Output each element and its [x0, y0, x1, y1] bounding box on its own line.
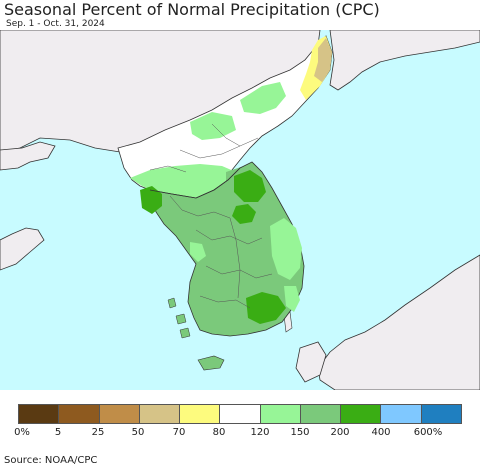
japan-landmass — [317, 254, 480, 390]
legend-label: 5 — [54, 427, 62, 438]
legend-label: 50 — [131, 427, 145, 438]
sk-light-zone-east — [270, 218, 302, 280]
sk-wet-zone-central — [232, 204, 256, 224]
legend-bar — [18, 404, 462, 424]
nk-wet-zone-north — [240, 82, 286, 114]
legend-swatch — [179, 405, 220, 423]
province-boundaries — [149, 123, 273, 309]
legend-label: 400 — [371, 427, 391, 438]
sk-wet-zone-west — [140, 186, 162, 214]
map-title: Seasonal Percent of Normal Precipitation… — [4, 0, 380, 19]
legend-label: 70 — [172, 427, 186, 438]
nk-wet-zone-west — [190, 112, 236, 140]
legend-label: 600% — [413, 427, 443, 438]
legend-swatch — [219, 405, 260, 423]
legend-label: 80 — [212, 427, 226, 438]
sk-light-zone-southeast — [284, 286, 300, 312]
korea-border-line — [149, 167, 241, 199]
precipitation-map — [0, 30, 480, 390]
sw-islands — [167, 297, 191, 339]
russia-landmass — [329, 30, 480, 91]
source-credit: Source: NOAA/CPC — [4, 455, 98, 466]
shandong-peninsula — [0, 227, 45, 271]
liaodong-peninsula — [0, 141, 56, 171]
sk-wet-zone-east-coast — [234, 170, 266, 202]
legend-label: 200 — [330, 427, 350, 438]
sk-wet-zone-south — [246, 292, 286, 324]
legend-label: 0% — [14, 427, 30, 438]
legend-swatch — [420, 405, 461, 423]
legend-swatch — [58, 405, 99, 423]
sk-light-zone-west-coast — [190, 242, 206, 262]
legend-labels: 0% 5 25 50 70 80 120 150 200 400 600% — [0, 427, 480, 441]
legend-swatch — [299, 405, 341, 423]
legend-swatch — [259, 405, 300, 423]
legend-swatch — [19, 405, 59, 423]
legend-label: 120 — [250, 427, 270, 438]
legend-swatch — [380, 405, 421, 423]
legend-label: 25 — [91, 427, 105, 438]
legend-swatch — [340, 405, 381, 423]
legend-swatch — [98, 405, 139, 423]
legend-label: 150 — [290, 427, 310, 438]
legend-swatch — [138, 405, 180, 423]
japan-island-kyushu — [295, 341, 327, 383]
jeju-island — [197, 355, 225, 371]
map-subtitle: Sep. 1 - Oct. 31, 2024 — [6, 19, 105, 29]
ne-dry-zone-tan — [314, 38, 332, 82]
